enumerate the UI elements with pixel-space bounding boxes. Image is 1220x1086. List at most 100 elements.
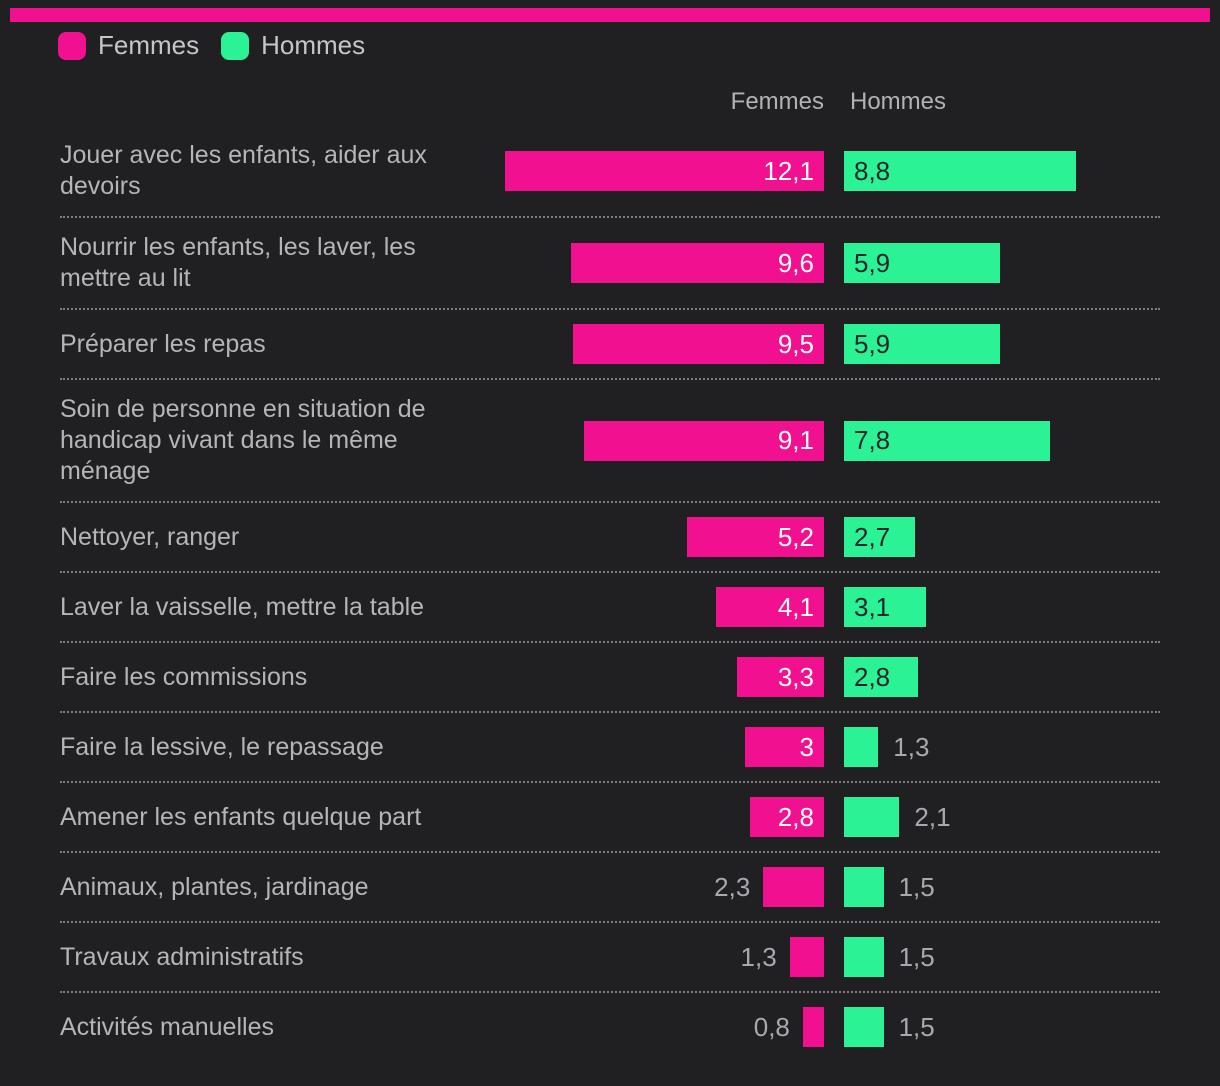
femmes-value: 9,5 [777,328,814,359]
category-label: Laver la vaisselle, mettre la table [60,592,425,621]
row-label-cell: Faire les commissions [60,662,500,693]
hommes-value: 2,8 [854,661,891,692]
chart-row: Animaux, plantes, jardinage 2,3 1,5 [60,853,1160,923]
chart-row: Faire la lessive, le repassage 3 1,3 [60,713,1160,783]
hommes-bar-cell: 2,7 [844,517,1160,557]
hommes-color-swatch [221,31,250,60]
hommes-bar-cell: 1,5 [844,1007,1160,1047]
femmes-value: 3,3 [777,661,814,692]
chart-row: Nourrir les enfants, les laver, les mett… [60,218,1160,310]
row-label-cell: Amener les enfants quelque part [60,802,500,833]
hommes-value: 5,9 [854,247,891,278]
row-label-cell: Faire la lessive, le repassage [60,732,500,763]
chart-row: Soin de personne en situation de handica… [60,380,1160,503]
femmes-value: 5,2 [777,521,814,552]
chart-legend: Femmes Hommes [58,30,365,61]
femmes-value: 12,1 [763,155,814,186]
column-header-femmes: Femmes [730,88,824,115]
femmes-bar-cell: 9,6 [500,243,824,283]
hommes-value: 1,5 [898,941,935,972]
legend-item-hommes: Hommes [221,30,365,61]
category-label: Jouer avec les enfants, aider aux devoir… [60,141,427,200]
hommes-bar-cell: 1,3 [844,727,1160,767]
hommes-value: 1,3 [893,731,930,762]
category-label: Nettoyer, ranger [60,522,240,551]
femmes-value: 2,3 [714,871,751,902]
hommes-bar: 2,7 [844,517,916,557]
femmes-value: 0,8 [753,1011,790,1042]
femmes-bar-cell: 9,5 [500,324,824,364]
femmes-bar: 12,1 [504,151,824,191]
femmes-bar: 2,8 [750,797,824,837]
category-label: Travaux administratifs [60,942,304,971]
femmes-bar: 3,3 [736,657,824,697]
chart-row: Activités manuelles 0,8 1,5 [60,993,1160,1061]
femmes-value: 4,1 [777,591,814,622]
femmes-bar-cell: 9,1 [500,420,824,461]
hommes-value: 8,8 [854,155,891,186]
hommes-bar: 8,8 [844,151,1077,191]
femmes-bar-cell: 1,3 [500,937,824,977]
femmes-bar-cell: 3,3 [500,657,824,697]
hommes-value: 1,5 [898,871,935,902]
hommes-bar-cell: 7,8 [844,420,1160,461]
category-label: Préparer les repas [60,329,266,358]
femmes-bar: 4,1 [715,587,824,627]
hommes-value: 3,1 [854,591,891,622]
hommes-value: 2,1 [914,801,951,832]
hommes-bar: 3,1 [844,587,926,627]
hommes-bar-cell: 5,9 [844,243,1160,283]
hommes-bar: 5,9 [844,324,1000,364]
top-accent-bar [10,8,1210,22]
hommes-bar-cell: 5,9 [844,324,1160,364]
femmes-bar: 3 [744,727,824,767]
femmes-value: 3 [799,731,814,762]
row-label-cell: Soin de personne en situation de handica… [60,394,500,487]
hommes-bar: 7,8 [844,420,1050,461]
femmes-bar: 5,2 [686,517,824,557]
hommes-bar-cell: 2,1 [844,797,1160,837]
hommes-bar [844,727,879,767]
femmes-bar: 9,1 [583,420,824,461]
femmes-bar-cell: 2,8 [500,797,824,837]
femmes-bar [802,1007,824,1047]
chart-row: Laver la vaisselle, mettre la table 4,1 3,… [60,573,1160,643]
row-label-cell: Jouer avec les enfants, aider aux devoir… [60,140,500,202]
femmes-bar: 9,6 [570,243,824,283]
chart-row: Amener les enfants quelque part 2,8 2,1 [60,783,1160,853]
hommes-bar [844,1007,884,1047]
hommes-value: 1,5 [898,1011,935,1042]
femmes-value: 9,1 [777,425,814,455]
category-label: Nourrir les enfants, les laver, les mett… [60,233,416,292]
legend-label-hommes: Hommes [261,30,366,60]
category-label: Faire les commissions [60,662,308,691]
chart-row: Nettoyer, ranger 5,2 2,7 [60,503,1160,573]
hommes-bar-cell: 2,8 [844,657,1160,697]
bar-chart-table: Femmes Hommes Jouer avec les enfants, ai… [60,88,1160,1061]
row-label-cell: Animaux, plantes, jardinage [60,872,500,903]
hommes-value: 2,7 [854,521,891,552]
femmes-value: 2,8 [777,801,814,832]
category-label: Faire la lessive, le repassage [60,732,384,761]
chart-rows: Jouer avec les enfants, aider aux devoir… [60,126,1160,1061]
chart-row: Préparer les repas 9,5 5,9 [60,310,1160,380]
legend-item-femmes: Femmes [58,30,199,61]
category-label: Soin de personne en situation de handica… [60,395,426,485]
column-header-row: Femmes Hommes [60,88,1160,126]
hommes-bar: 2,8 [844,657,918,697]
category-label: Activités manuelles [60,1012,274,1041]
row-label-cell: Préparer les repas [60,329,500,360]
column-header-hommes: Hommes [850,88,947,115]
femmes-bar-cell: 4,1 [500,587,824,627]
row-label-cell: Travaux administratifs [60,942,500,973]
category-label: Amener les enfants quelque part [60,802,422,831]
hommes-value: 7,8 [854,425,891,455]
hommes-bar [844,937,884,977]
femmes-bar: 9,5 [573,324,824,364]
row-label-cell: Activités manuelles [60,1012,500,1043]
femmes-bar-cell: 0,8 [500,1007,824,1047]
femmes-bar-cell: 3 [500,727,824,767]
chart-row: Travaux administratifs 1,3 1,5 [60,923,1160,993]
legend-label-femmes: Femmes [98,30,200,60]
hommes-bar-cell: 8,8 [844,151,1160,191]
